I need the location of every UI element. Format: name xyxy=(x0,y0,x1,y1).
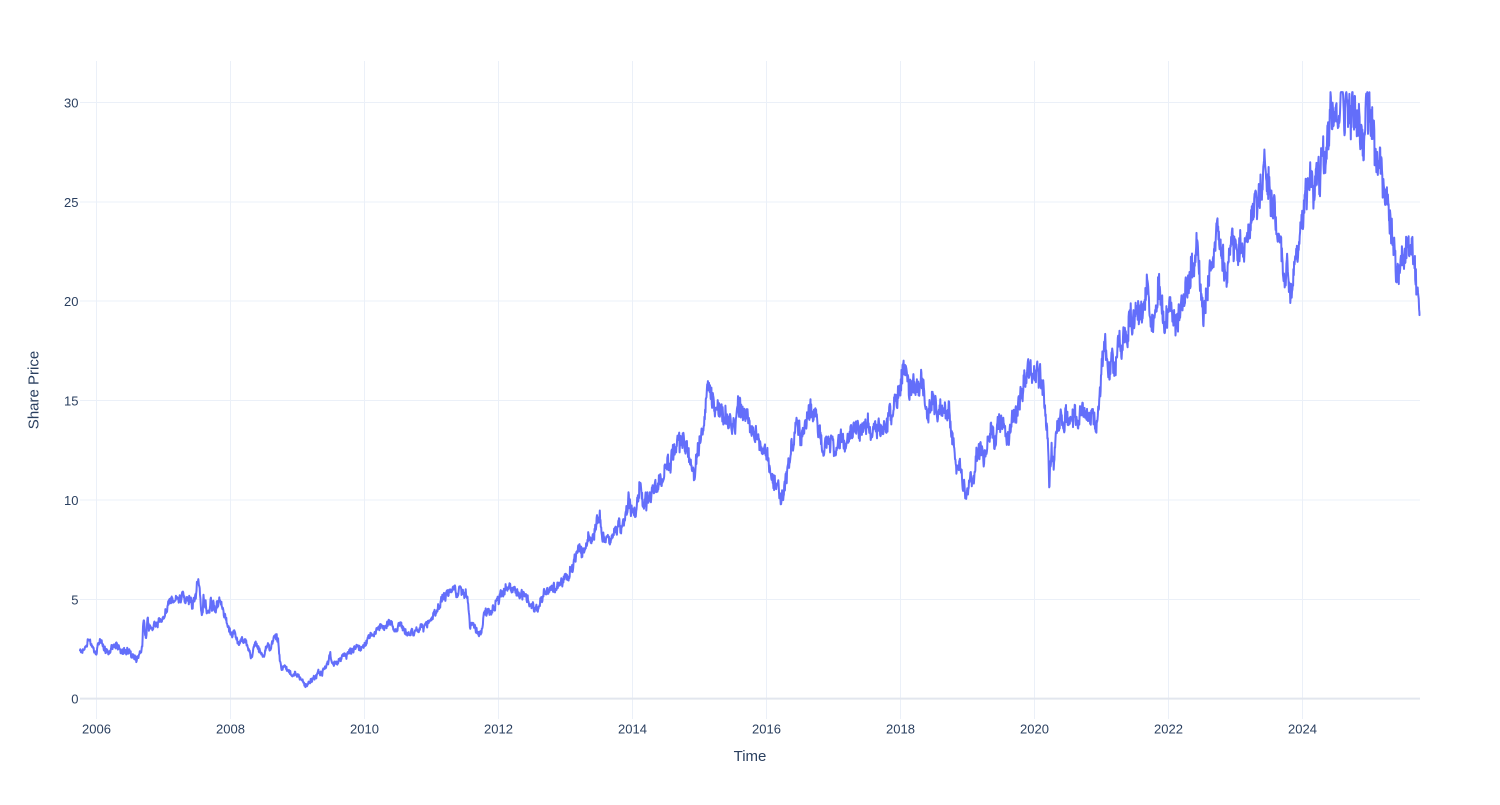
svg-text:2006: 2006 xyxy=(82,722,111,737)
svg-text:2010: 2010 xyxy=(350,722,379,737)
svg-text:0: 0 xyxy=(71,692,78,707)
svg-text:25: 25 xyxy=(64,195,78,210)
svg-text:30: 30 xyxy=(64,96,78,111)
svg-text:2018: 2018 xyxy=(886,722,915,737)
svg-text:5: 5 xyxy=(71,593,78,608)
svg-text:2012: 2012 xyxy=(484,722,513,737)
svg-text:10: 10 xyxy=(64,493,78,508)
svg-text:2008: 2008 xyxy=(216,722,245,737)
svg-text:2020: 2020 xyxy=(1020,722,1049,737)
svg-text:2016: 2016 xyxy=(752,722,781,737)
svg-text:2014: 2014 xyxy=(618,722,647,737)
svg-text:20: 20 xyxy=(64,294,78,309)
svg-text:Share Price: Share Price xyxy=(26,351,43,429)
svg-text:Time: Time xyxy=(734,748,767,765)
svg-text:2022: 2022 xyxy=(1154,722,1183,737)
svg-text:15: 15 xyxy=(64,394,78,409)
svg-text:2024: 2024 xyxy=(1288,722,1317,737)
